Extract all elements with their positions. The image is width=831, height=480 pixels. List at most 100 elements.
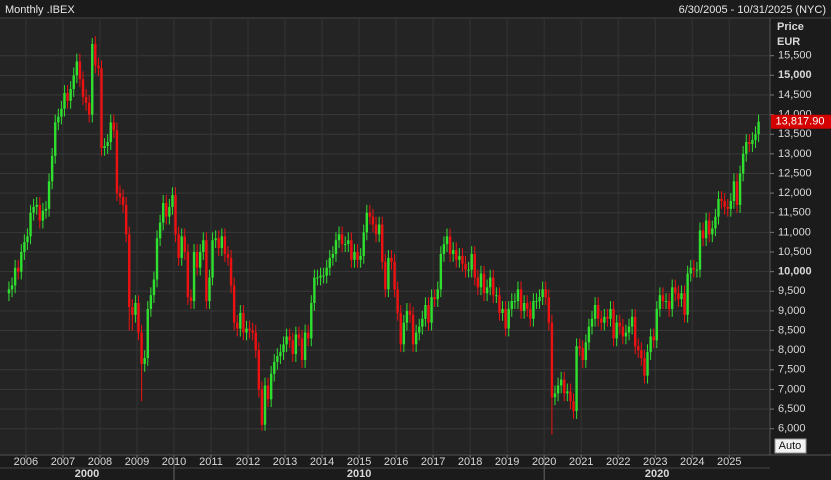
candle-body: [587, 326, 591, 343]
candle-body: [455, 250, 458, 260]
x-tick-label: 2021: [569, 456, 593, 468]
candle-body: [291, 340, 294, 355]
candle-body: [495, 295, 498, 297]
candle-body: [266, 385, 270, 400]
candle-body: [368, 212, 372, 217]
x-tick-label: 2018: [458, 456, 482, 468]
candle-body: [535, 301, 538, 303]
candle-body: [482, 273, 486, 294]
candle-body: [171, 195, 174, 207]
candle-body: [242, 312, 245, 333]
candle-body: [418, 326, 421, 333]
x-tick-label: 2023: [643, 456, 667, 468]
y-tick-label: 14,500: [778, 89, 812, 101]
candle-body: [297, 334, 301, 339]
candle-body: [547, 297, 551, 323]
last-price-marker: [771, 114, 831, 129]
auto-button-label[interactable]: Auto: [779, 440, 802, 452]
x-tick-label: 2024: [680, 456, 704, 468]
candle-body: [393, 261, 396, 290]
x-tick-label: 2012: [236, 456, 260, 468]
x-tick-label: 2025: [717, 456, 741, 468]
candle-body: [91, 43, 94, 115]
auto-button[interactable]: [774, 438, 807, 454]
candle-body: [649, 336, 652, 353]
candle-body: [331, 253, 335, 258]
candle-body: [273, 361, 276, 374]
candle-body: [57, 116, 60, 123]
candle-body: [137, 303, 140, 333]
candle-body: [467, 269, 470, 271]
candle-body: [350, 240, 353, 260]
candle-body: [118, 193, 122, 198]
candle-body: [723, 200, 726, 207]
candle-body: [578, 346, 581, 349]
candle-body: [319, 275, 322, 278]
candle-body: [146, 308, 149, 359]
x-tick-label: 2022: [606, 456, 630, 468]
candle-body: [106, 142, 109, 146]
candle-body: [344, 244, 347, 246]
candle-body: [282, 344, 285, 353]
candle-body: [69, 89, 72, 101]
y-tick-label: 11,000: [778, 226, 811, 238]
y-tick-label: 11,500: [778, 207, 811, 219]
candle-body: [661, 295, 665, 302]
candle-body: [748, 142, 751, 145]
candle-body: [128, 234, 131, 307]
candle-body: [399, 312, 402, 345]
candle-body: [757, 121, 760, 135]
candle-body: [84, 96, 88, 103]
y-tick-label: 7,000: [778, 383, 806, 395]
candle-body: [600, 318, 603, 323]
candle-body: [168, 206, 171, 217]
candle-body: [131, 306, 134, 315]
date-range: 6/30/2005 - 10/31/2025 (NYC): [679, 4, 826, 16]
y-axis-title: Price: [777, 21, 804, 33]
candle-body: [161, 202, 165, 223]
candle-body: [103, 145, 106, 148]
candle-body: [652, 336, 655, 341]
candle-body: [257, 350, 261, 390]
candle-body: [655, 308, 658, 341]
candle-body: [553, 393, 557, 398]
candle-body: [510, 301, 513, 309]
candle-body: [683, 293, 686, 315]
candle-body: [303, 332, 307, 360]
candle-body: [109, 122, 112, 143]
candle-body: [704, 220, 708, 239]
candle-body: [174, 195, 177, 235]
candle-body: [754, 134, 757, 141]
candle-body: [550, 322, 554, 398]
candle-body: [667, 301, 671, 309]
candle-body: [35, 204, 38, 207]
y-tick-label: 10,000: [778, 266, 812, 278]
candle-body: [32, 206, 35, 213]
decade-label: 2020: [645, 468, 669, 480]
candle-body: [112, 122, 116, 131]
candle-body: [720, 199, 723, 201]
y-tick-label: 12,000: [778, 187, 812, 199]
candle-body: [726, 206, 729, 209]
candle-body: [195, 252, 199, 268]
candle-body: [316, 277, 319, 279]
candle-body: [606, 316, 609, 319]
candle-body: [637, 346, 640, 351]
candle-body: [202, 240, 205, 253]
candle-body: [596, 305, 600, 319]
candle-body: [217, 238, 220, 249]
candle-body: [54, 122, 57, 156]
candle-body: [621, 326, 625, 337]
candle-body: [384, 261, 387, 290]
candle-body: [476, 277, 480, 288]
candle-body: [396, 289, 399, 313]
chart-title: Monthly .IBEX: [5, 4, 75, 16]
candle-body: [686, 273, 689, 315]
candle-body: [603, 316, 606, 323]
candle-body: [374, 224, 378, 235]
candle-body: [328, 257, 331, 268]
candle-body: [288, 336, 291, 341]
candle-body: [708, 220, 711, 235]
x-tick-label: 2011: [199, 456, 223, 468]
candle-body: [325, 267, 328, 276]
